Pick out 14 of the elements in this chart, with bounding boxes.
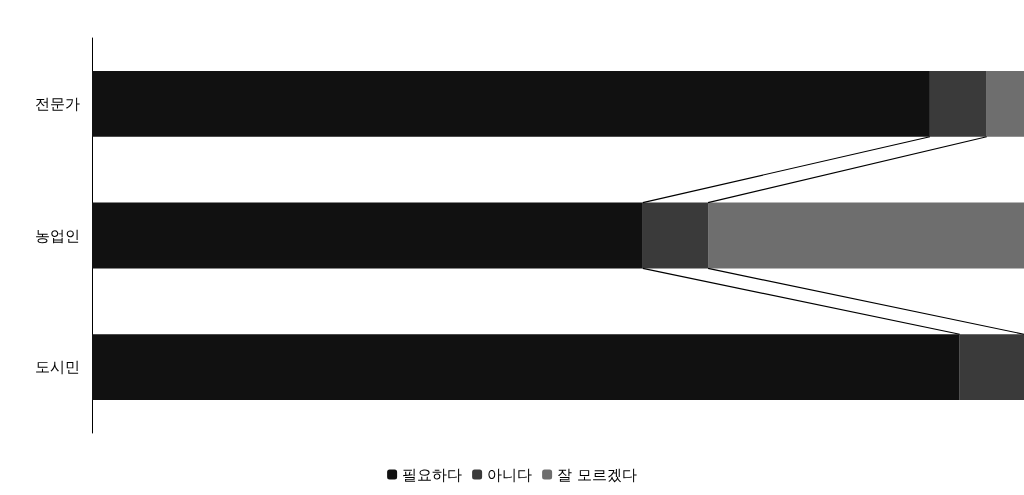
legend-label: 아니다 xyxy=(487,465,533,484)
bar xyxy=(92,334,960,401)
legend-label: 필요하다 xyxy=(402,465,463,484)
bar xyxy=(92,70,930,137)
legend-label: 잘 모르겠다 xyxy=(557,465,637,484)
bar xyxy=(642,202,709,269)
y-tick-label: 전문가 xyxy=(35,94,80,113)
bar xyxy=(92,202,643,269)
bar xyxy=(929,70,987,137)
y-tick-label: 농업인 xyxy=(35,226,80,245)
y-tick-label: 도시민 xyxy=(35,358,80,377)
bar xyxy=(708,202,1024,269)
bar xyxy=(959,334,1024,401)
bar xyxy=(986,70,1024,137)
